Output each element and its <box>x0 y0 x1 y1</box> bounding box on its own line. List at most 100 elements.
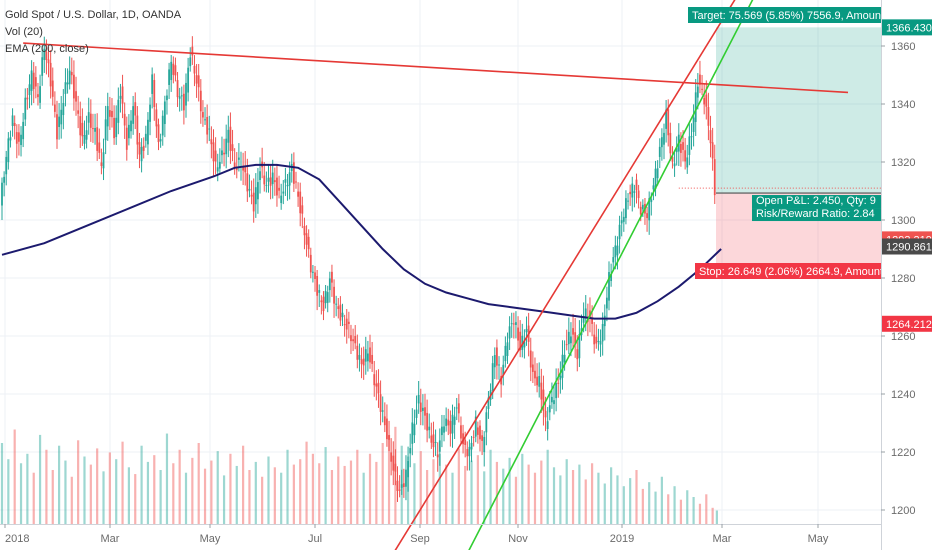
candle-body <box>282 191 285 194</box>
ema-line <box>1 163 722 320</box>
volume-bar <box>641 488 644 524</box>
volume-bar <box>178 449 181 524</box>
candle-body <box>660 137 663 148</box>
candle-body <box>176 80 179 98</box>
volume-bar <box>584 479 587 524</box>
price-tag-bg <box>882 238 932 255</box>
candle-body <box>377 382 380 394</box>
trendlines[interactable] <box>23 0 932 550</box>
volume-bar <box>58 445 61 524</box>
candle-body <box>639 206 642 215</box>
candle-body <box>504 345 507 362</box>
time-axis[interactable]: 2018 Mar May Jul Sep Nov 2019 Mar May <box>0 524 881 545</box>
candle-body <box>696 86 699 98</box>
volume-bar <box>311 453 315 524</box>
volume-bar <box>191 457 194 524</box>
candle-body <box>231 144 234 152</box>
volume-bar <box>273 467 276 524</box>
candle-body <box>3 176 6 183</box>
candle-body <box>161 115 164 136</box>
candle-body <box>322 296 325 312</box>
volume-bar <box>83 456 86 524</box>
candle-body <box>582 316 585 323</box>
candle-body <box>540 382 543 400</box>
candle-body <box>574 332 577 344</box>
candle-body <box>100 162 103 167</box>
volume-bar <box>38 434 42 524</box>
candle-body <box>303 225 306 236</box>
candle-body <box>273 180 276 183</box>
volume-bar <box>527 464 530 524</box>
candle-body <box>451 414 454 434</box>
candle-body <box>153 80 156 107</box>
candle-body <box>603 315 606 327</box>
volume-bar <box>375 461 378 524</box>
candle-body <box>692 117 695 132</box>
candle-body <box>671 156 674 162</box>
price-tag-bg <box>882 315 932 332</box>
candle-body <box>28 84 31 96</box>
volume-bar <box>368 453 372 524</box>
volume-bar <box>635 470 638 524</box>
volume-bar <box>299 459 302 524</box>
candle-body <box>204 119 206 121</box>
candle-body <box>713 159 716 196</box>
candle-body <box>646 213 648 219</box>
target-label: Target: 75.569 (5.85%) 7556.9, Amount <box>692 10 884 22</box>
volume-bar <box>432 459 435 524</box>
volume-bar <box>597 472 600 524</box>
candle-body <box>320 300 323 303</box>
volume-bar <box>660 476 663 524</box>
candle-body <box>163 101 166 125</box>
price-axis[interactable]: 1200 1220 1240 1260 1280 1300 1320 1340 1360 <box>881 0 932 550</box>
candle-body <box>316 275 319 296</box>
candle-body <box>333 286 335 304</box>
volume-bar <box>673 486 676 524</box>
volume-bar <box>121 441 124 524</box>
candle-body <box>223 152 225 155</box>
candle-body <box>658 146 661 157</box>
volume-bar <box>134 474 137 524</box>
candle-body <box>115 117 118 138</box>
candle-body <box>98 142 101 153</box>
candle-body <box>398 489 401 491</box>
volume-indicator-label[interactable]: Vol (20) <box>5 26 43 38</box>
time-tick-label: Nov <box>508 533 528 545</box>
candle-body <box>216 167 219 172</box>
candle-body <box>614 245 617 258</box>
candle-body <box>466 449 469 457</box>
candle-body <box>436 454 439 458</box>
candle-body <box>709 130 712 144</box>
volume-bar <box>508 457 511 524</box>
volume-bar <box>476 455 479 524</box>
candle-body <box>584 308 587 319</box>
candle-body <box>663 132 665 145</box>
candle-body <box>506 342 509 356</box>
candle-body <box>7 138 10 163</box>
candle-body <box>665 109 668 129</box>
volume-bar <box>571 470 575 524</box>
candle-body <box>149 104 151 122</box>
volume-bar <box>77 440 80 524</box>
ema-indicator-label[interactable]: EMA (200, close) <box>5 43 89 55</box>
volume-bar <box>108 452 111 524</box>
candle-body <box>280 195 283 204</box>
candle-body <box>314 272 316 280</box>
candle-body <box>388 435 390 440</box>
candle-body <box>402 483 405 488</box>
price-tick-label: 1320 <box>891 157 915 169</box>
candle-body <box>37 94 39 98</box>
candle-body <box>485 412 488 433</box>
volume-bar <box>578 464 581 524</box>
candle-body <box>534 370 536 379</box>
price-tick-label: 1240 <box>891 389 915 401</box>
candle-body <box>49 62 52 87</box>
volume-bar <box>64 460 67 524</box>
candle-body <box>345 318 348 330</box>
candle-body <box>430 435 433 443</box>
candle-body <box>631 183 634 198</box>
candle-body <box>159 139 162 142</box>
candle-body <box>136 115 139 145</box>
candle-body <box>267 177 270 182</box>
